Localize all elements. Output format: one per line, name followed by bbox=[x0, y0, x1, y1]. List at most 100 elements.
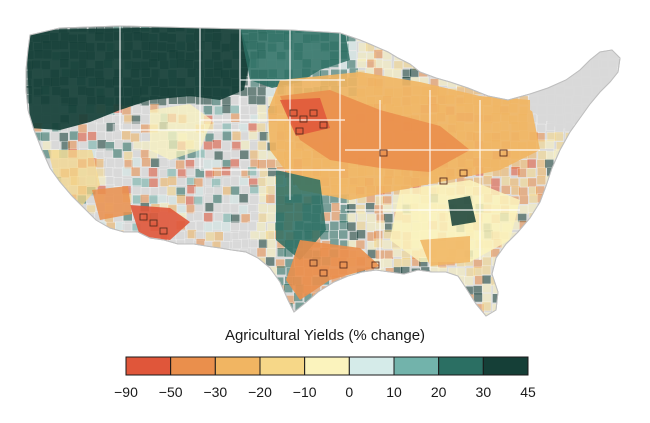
legend-tick-label: −50 bbox=[158, 384, 183, 400]
county bbox=[221, 141, 231, 152]
region-south-orange bbox=[420, 236, 470, 266]
county bbox=[357, 58, 367, 68]
region-basin-mixed bbox=[150, 104, 212, 160]
region-cornbelt-losses bbox=[280, 90, 470, 172]
county bbox=[501, 184, 511, 195]
region-southwest-moderate bbox=[92, 186, 132, 220]
highlighted-county bbox=[289, 109, 298, 117]
region-gulf-losses bbox=[286, 240, 380, 300]
county bbox=[140, 114, 151, 125]
county bbox=[194, 186, 204, 196]
county bbox=[238, 193, 249, 204]
county bbox=[132, 104, 142, 114]
legend-tick-label: 10 bbox=[386, 384, 402, 400]
county bbox=[248, 238, 258, 248]
legend-swatch-5 bbox=[348, 356, 395, 376]
county bbox=[383, 213, 394, 224]
legend-swatch-7 bbox=[438, 356, 484, 376]
county bbox=[257, 150, 267, 160]
legend-swatch-4 bbox=[304, 356, 350, 376]
county bbox=[526, 158, 537, 169]
legend-swatch-1 bbox=[170, 356, 216, 376]
legend-tick-label: −90 bbox=[114, 384, 138, 400]
county bbox=[265, 194, 276, 204]
county bbox=[203, 105, 213, 115]
legend-title: Agricultural Yields (% change) bbox=[224, 327, 426, 344]
county bbox=[265, 256, 275, 267]
county bbox=[256, 247, 267, 258]
region-nebraska-severe bbox=[280, 98, 330, 136]
region-north-plains-gains bbox=[240, 26, 350, 88]
highlighted-county bbox=[499, 149, 508, 157]
highlighted-county bbox=[379, 149, 388, 157]
highlighted-county bbox=[159, 227, 168, 235]
county bbox=[519, 194, 529, 205]
legend-tick-label: 45 bbox=[520, 384, 536, 400]
highlighted-county bbox=[309, 259, 318, 267]
county bbox=[517, 168, 527, 178]
county bbox=[382, 239, 392, 250]
county bbox=[266, 212, 276, 223]
county bbox=[346, 221, 357, 232]
highlighted-county bbox=[371, 261, 380, 269]
legend-tick-label: 20 bbox=[430, 384, 447, 400]
legend-tick-label: −30 bbox=[203, 384, 228, 400]
county bbox=[481, 301, 492, 312]
county bbox=[382, 258, 393, 268]
legend-swatch-2 bbox=[214, 356, 261, 376]
region-california-mixed bbox=[48, 150, 100, 208]
county bbox=[382, 203, 393, 213]
highlighted-county bbox=[439, 177, 448, 185]
county bbox=[176, 176, 186, 186]
legend-swatch-8 bbox=[482, 356, 529, 376]
legend-tick-label: −10 bbox=[292, 384, 317, 400]
highlighted-county bbox=[319, 269, 328, 277]
county bbox=[276, 265, 286, 276]
county bbox=[193, 211, 203, 221]
county bbox=[554, 131, 564, 142]
region-texas-gains bbox=[276, 170, 326, 260]
region-northwest-gains bbox=[26, 26, 250, 130]
county bbox=[526, 168, 537, 178]
region-southeast-gains bbox=[448, 196, 476, 226]
county bbox=[338, 229, 348, 240]
county bbox=[239, 149, 249, 160]
county bbox=[482, 283, 492, 293]
county bbox=[257, 112, 267, 122]
county bbox=[248, 130, 258, 140]
legend-tick-label: 30 bbox=[475, 384, 492, 400]
county bbox=[356, 229, 366, 239]
county bbox=[257, 140, 267, 151]
yield-regions bbox=[26, 26, 620, 300]
highlighted-county bbox=[295, 127, 304, 135]
county bbox=[148, 167, 158, 178]
county bbox=[357, 211, 367, 222]
highlighted-county bbox=[339, 261, 348, 269]
highlighted-county bbox=[139, 213, 148, 221]
legend-swatch-0 bbox=[125, 356, 172, 376]
county bbox=[231, 166, 241, 176]
county bbox=[222, 131, 232, 141]
legend-swatch-3 bbox=[259, 356, 306, 376]
county bbox=[464, 276, 474, 286]
legend-tick-label: 0 bbox=[345, 384, 354, 400]
legend-tick-label: −20 bbox=[248, 384, 272, 400]
county bbox=[481, 265, 492, 275]
highlighted-county bbox=[319, 121, 328, 129]
highlighted-counties bbox=[139, 109, 508, 277]
highlighted-county bbox=[299, 115, 308, 123]
county bbox=[392, 68, 402, 79]
county bbox=[247, 166, 257, 176]
county bbox=[204, 149, 215, 159]
us-county-map bbox=[25, 25, 621, 317]
highlighted-county bbox=[459, 169, 468, 177]
legend-swatch-6 bbox=[393, 356, 440, 376]
county bbox=[482, 312, 492, 316]
county bbox=[114, 157, 124, 168]
highlighted-county bbox=[149, 219, 158, 227]
county bbox=[203, 212, 214, 223]
county bbox=[544, 139, 555, 149]
county bbox=[185, 166, 195, 176]
